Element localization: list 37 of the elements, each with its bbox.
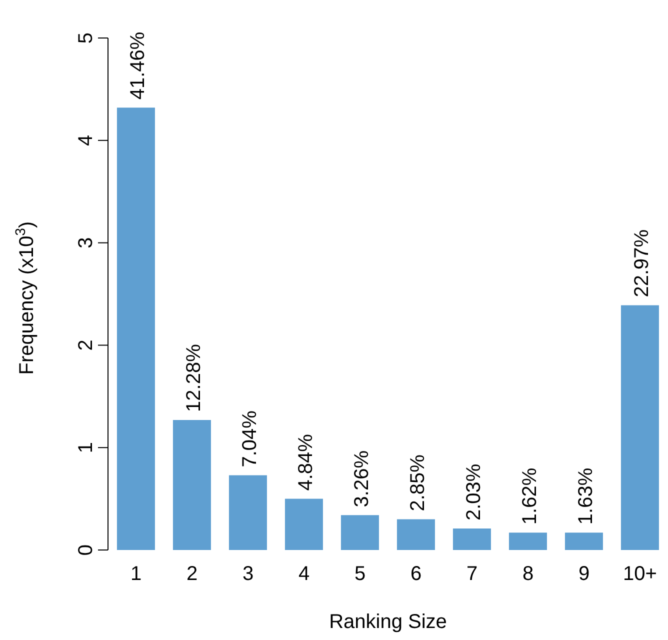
y-tick-label: 4 <box>75 134 97 146</box>
y-tick-label: 2 <box>75 340 97 351</box>
annotation: 41.46% <box>126 32 149 100</box>
x-tick-label: 3 <box>242 563 254 585</box>
bar <box>620 305 659 550</box>
annotation: 7.04% <box>238 410 261 468</box>
bar <box>396 519 435 550</box>
x-tick-label: 4 <box>298 563 310 585</box>
bar <box>452 528 491 550</box>
annotation: 1.63% <box>574 468 597 525</box>
annotation: 12.28% <box>182 344 205 412</box>
annotation: 22.97% <box>630 229 653 298</box>
x-tick-label: 6 <box>410 563 422 585</box>
x-tick-label: 9 <box>578 563 590 585</box>
annotation: 2.85% <box>406 454 429 512</box>
y-tick-label: 1 <box>75 442 97 454</box>
annotation: 2.03% <box>462 464 485 520</box>
x-tick-label: 5 <box>354 563 366 585</box>
bar <box>508 532 547 550</box>
x-axis-title: Ranking Size <box>329 611 447 633</box>
annotation: 3.26% <box>350 450 373 508</box>
x-tick-label: 7 <box>466 563 478 585</box>
x-tick-label: 10+ <box>623 563 657 585</box>
bar <box>564 532 603 550</box>
bar <box>228 475 267 550</box>
x-tick-label: 2 <box>186 563 198 585</box>
annotation: 4.84% <box>294 434 317 491</box>
x-tick-label: 1 <box>130 563 142 585</box>
y-tick-label: 3 <box>75 237 97 248</box>
y-tick-label: 0 <box>75 544 97 556</box>
bar <box>284 498 323 550</box>
annotation: 1.62% <box>518 468 541 525</box>
bar <box>172 420 211 550</box>
x-tick-label: 8 <box>522 563 534 585</box>
bar <box>116 108 155 550</box>
y-tick-label: 5 <box>75 32 97 44</box>
bar <box>340 515 379 550</box>
